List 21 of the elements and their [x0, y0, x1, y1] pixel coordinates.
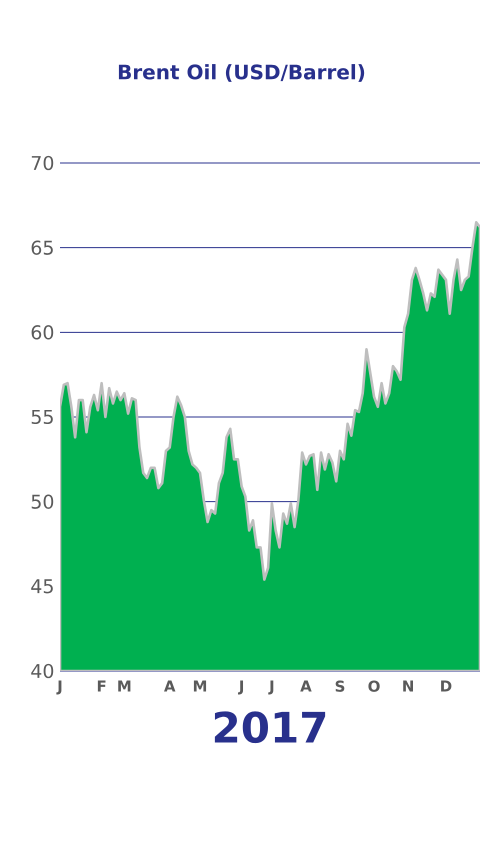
y-tick-label: 70: [32, 156, 54, 170]
x-tick-label: J: [268, 680, 274, 694]
x-axis-title: 2017: [214, 711, 326, 744]
x-tick-label: A: [300, 680, 312, 692]
x-tick-label: M: [118, 680, 130, 692]
x-tick-label: A: [164, 680, 176, 692]
x-tick-label: N: [403, 680, 413, 692]
x-tick-label: D: [441, 680, 452, 692]
y-tick-label: 50: [32, 494, 54, 509]
y-tick-label: 40: [31, 664, 54, 678]
y-tick-label: 60: [32, 325, 54, 340]
x-tick-label: S: [336, 680, 344, 692]
y-tick-label: 55: [32, 410, 53, 424]
y-tick-label: 45: [31, 579, 53, 594]
x-tick-label: J: [56, 680, 62, 694]
chart-title: Brent Oil (USD/Barrel): [118, 64, 364, 82]
x-tick-label: F: [98, 680, 106, 692]
x-tick-label: M: [194, 680, 206, 692]
x-tick-label: O: [368, 680, 380, 692]
y-tick-label: 65: [32, 240, 53, 255]
x-tick-label: J: [238, 680, 244, 694]
